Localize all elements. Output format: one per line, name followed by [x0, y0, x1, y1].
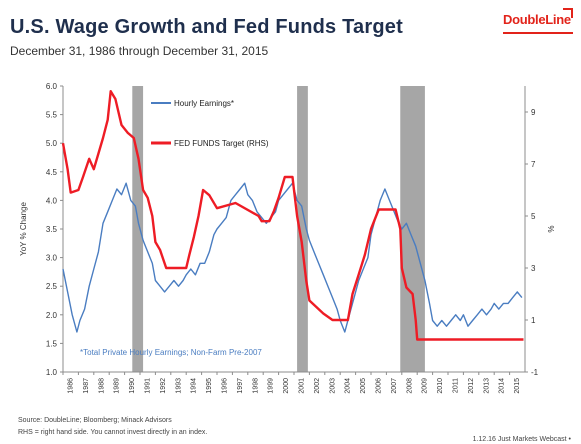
x-tick-label: 1986 — [68, 378, 75, 394]
left-tick-label: 1.0 — [46, 368, 58, 377]
x-tick-label: 2009 — [422, 378, 429, 394]
right-axis-title: % — [546, 225, 555, 232]
recession-bar — [132, 86, 144, 372]
left-tick-label: 3.5 — [46, 225, 58, 234]
fed-funds-line — [61, 89, 524, 341]
left-tick-label: 5.5 — [46, 111, 58, 120]
x-tick-label: 2014 — [499, 378, 506, 394]
right-tick-label: 7 — [531, 160, 536, 169]
right-tick-label: 3 — [531, 264, 536, 273]
page-subtitle: December 31, 1986 through December 31, 2… — [10, 44, 269, 58]
wage-fed-chart: 1.0 1.5 2.0 2.5 3.0 3.5 4.0 4.5 5.0 5.5 6.0 -1 1 3 5 7 9… — [19, 82, 555, 394]
right-tick-label: 1 — [531, 316, 536, 325]
footer-note: RHS = right hand side. You cannot invest… — [18, 429, 208, 436]
x-tick-label: 1987 — [83, 378, 90, 394]
right-tick-label: 9 — [531, 108, 536, 117]
x-tick-label: 1990 — [129, 378, 136, 394]
right-tick-label: 5 — [531, 212, 536, 221]
x-tick-label: 2015 — [514, 378, 521, 394]
x-tick-label: 2013 — [483, 378, 490, 394]
logo-corner-mark — [563, 8, 573, 18]
left-tick-label: 4.0 — [46, 196, 58, 205]
x-tick-label: 1993 — [175, 378, 182, 394]
x-tick-label: 2011 — [453, 378, 460, 393]
x-tick-label: 1995 — [206, 378, 213, 394]
x-tick-label: 1999 — [268, 378, 275, 394]
legend-fed-funds-label: FED FUNDS Target (RHS) — [174, 139, 269, 148]
x-tick-label: 2010 — [437, 378, 444, 394]
x-tick-label: 1988 — [98, 378, 105, 394]
x-tick-label: 2002 — [314, 378, 321, 394]
doubleline-logo: DoubleLine — [503, 8, 573, 34]
left-tick-label: 2.5 — [46, 282, 58, 291]
x-tick-label: 1991 — [145, 378, 152, 394]
right-tick-label: -1 — [531, 368, 539, 377]
logo-rule — [503, 32, 573, 34]
chart-text-layer: 1.0 1.5 2.0 2.5 3.0 3.5 4.0 4.5 5.0 5.5 6.0 -1 1 3 5 7 9… — [19, 82, 555, 394]
footer-webcast: 1.12.16 Just Markets Webcast • — [472, 436, 571, 443]
series-layer — [61, 89, 524, 341]
page-title: U.S. Wage Growth and Fed Funds Target — [10, 16, 403, 38]
logo-text: DoubleLine — [503, 12, 571, 27]
left-tick-label: 2.0 — [46, 311, 58, 320]
hourly-earnings-line — [62, 182, 523, 333]
axes-layer — [60, 85, 528, 375]
chart-footnote-annotation: *Total Private Hourly Earnings; Non-Farm… — [80, 348, 262, 357]
left-axis-title: YoY % Change — [19, 202, 28, 256]
recession-bar — [400, 86, 425, 372]
x-tick-label: 2001 — [299, 378, 306, 394]
x-tick-label: 1998 — [252, 378, 259, 394]
recession-bar — [297, 86, 308, 372]
left-tick-label: 5.0 — [46, 139, 58, 148]
x-tick-label: 2004 — [345, 378, 352, 394]
x-tick-label: 1994 — [191, 378, 198, 394]
x-tick-label: 2012 — [468, 378, 475, 394]
legend-hourly-earnings-label: Hourly Earnings* — [174, 99, 234, 108]
left-tick-label: 4.5 — [46, 168, 58, 177]
x-tick-label: 2000 — [283, 378, 290, 394]
x-tick-label: 1996 — [222, 378, 229, 394]
x-tick-label: 1992 — [160, 378, 167, 394]
left-tick-label: 3.0 — [46, 254, 58, 263]
x-tick-label: 2008 — [406, 378, 413, 394]
x-tick-label: 2005 — [360, 378, 367, 394]
left-tick-label: 6.0 — [46, 82, 58, 91]
recession-shading-layer — [132, 86, 425, 372]
x-tick-label: 1989 — [114, 378, 121, 394]
x-tick-label: 2003 — [329, 378, 336, 394]
x-tick-label: 2006 — [376, 378, 383, 394]
footer-source: Source: DoubleLine; Bloomberg; Minack Ad… — [18, 417, 172, 424]
x-tick-label: 2007 — [391, 378, 398, 394]
left-tick-label: 1.5 — [46, 339, 58, 348]
x-tick-label: 1997 — [237, 378, 244, 394]
